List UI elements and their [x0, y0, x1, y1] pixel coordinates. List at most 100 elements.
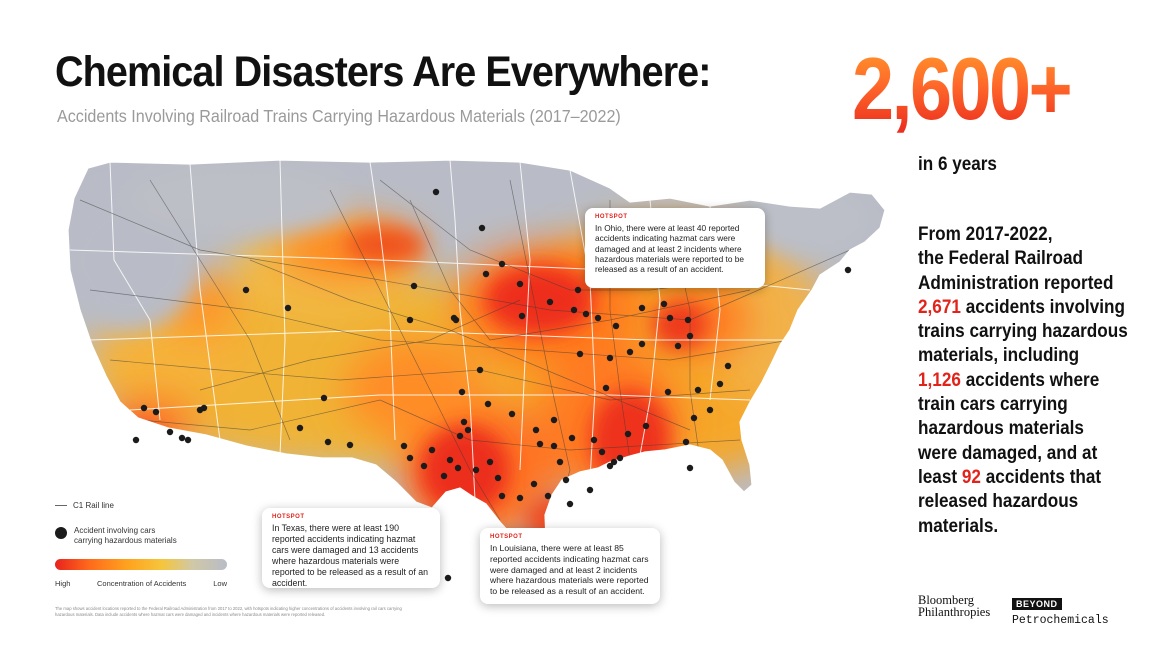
accident-dot	[638, 340, 646, 348]
callout-tag: HOTSPOT	[490, 534, 523, 540]
accident-dot	[400, 442, 408, 450]
accident-dot	[606, 462, 614, 470]
accident-dot	[556, 458, 564, 466]
accident-dot	[566, 500, 574, 508]
accident-dot	[178, 434, 186, 442]
summary-fragment: least	[918, 465, 962, 488]
accident-dot	[706, 406, 714, 414]
accident-dot	[690, 414, 698, 422]
us-heat-map	[67, 159, 886, 582]
accident-dot	[624, 430, 632, 438]
accident-dot	[516, 494, 524, 502]
accident-dot	[638, 304, 646, 312]
big-stat-value: 2,600+	[852, 39, 1073, 138]
accident-dot	[576, 350, 584, 358]
accident-dot	[498, 492, 506, 500]
accident-dot	[550, 442, 558, 450]
accident-dot	[606, 354, 614, 362]
big-stat-caption: in 6 years	[918, 154, 997, 175]
accident-dot	[642, 422, 650, 430]
summary-line: train cars carrying	[918, 393, 1068, 416]
released-accidents-value: 92	[961, 465, 981, 488]
beyond-petrochemicals-logo: BEYOND Petrochemicals	[1012, 594, 1109, 627]
summary-line: 2,671 accidents involving	[918, 295, 1125, 319]
callout-ohio: HOTSPOT In Ohio, there were at least 40 …	[585, 208, 765, 288]
accident-dot	[616, 454, 624, 462]
summary-fragment: accidents that	[980, 465, 1102, 488]
accident-dot	[482, 270, 490, 278]
accident-dot	[684, 316, 692, 324]
legend-low-label: Low	[213, 579, 227, 588]
summary-line: Administration reported	[918, 271, 1114, 294]
accident-dot	[516, 280, 524, 288]
accident-dot	[590, 436, 598, 444]
accident-dot	[568, 434, 576, 442]
accident-dot	[686, 332, 694, 340]
accident-dot	[296, 424, 304, 432]
accident-dot	[346, 441, 354, 449]
accident-dot	[450, 314, 458, 322]
summary-line: were damaged, and at	[918, 441, 1098, 464]
logo-line: Bloomberg	[918, 593, 975, 607]
accident-dot	[844, 266, 852, 274]
accident-dot	[518, 312, 526, 320]
summary-line: materials.	[918, 514, 999, 537]
accident-dot	[544, 492, 552, 500]
summary-text: From 2017-2022, the Federal Railroad Adm…	[918, 222, 1128, 538]
accident-dot	[612, 322, 620, 330]
accident-dot	[184, 436, 192, 444]
accident-dot	[406, 316, 414, 324]
summary-line: From 2017-2022,	[918, 223, 1053, 245]
legend-concentration-label: Concentration of Accidents	[97, 579, 187, 588]
accident-dot	[428, 446, 436, 454]
accident-dot	[574, 286, 582, 294]
accident-dot	[694, 386, 702, 394]
callout-texas: HOTSPOT In Texas, there were at least 19…	[262, 508, 440, 588]
accident-dot	[660, 300, 668, 308]
accident-dot	[464, 426, 472, 434]
total-accidents-value: 2,671	[918, 295, 961, 318]
damaged-accidents-value: 1,126	[918, 368, 961, 391]
accident-dot	[666, 314, 674, 322]
accident-dot	[324, 438, 332, 446]
accident-dot	[432, 188, 440, 196]
summary-line: the Federal Railroad	[918, 247, 1083, 270]
accident-dot	[494, 474, 502, 482]
accident-dot	[724, 362, 732, 370]
accident-dot	[460, 418, 468, 426]
accident-dot	[446, 456, 454, 464]
bloomberg-philanthropies-logo: Bloomberg Philanthropies	[918, 593, 991, 619]
accident-dot	[508, 410, 516, 418]
accident-dot	[530, 480, 538, 488]
accident-dot-icon	[55, 527, 67, 539]
legend-accident: Accident involving cars carrying hazardo…	[55, 526, 177, 546]
accident-dot	[166, 428, 174, 436]
accident-dot	[486, 458, 494, 466]
callout-text: In Ohio, there were at least 40 reported…	[595, 223, 744, 275]
accident-dot	[410, 282, 418, 290]
logo-petrochemicals: Petrochemicals	[1012, 614, 1109, 627]
summary-line: hazardous materials	[918, 417, 1084, 440]
accident-dot	[550, 416, 558, 424]
logo-line: Philanthropies	[918, 605, 991, 619]
accident-dot	[682, 438, 690, 446]
accident-dot	[472, 466, 480, 474]
accident-dot	[476, 366, 484, 374]
legend-accident-line: carrying hazardous materials	[74, 536, 177, 545]
accident-dot	[320, 394, 328, 402]
callout-text: In Texas, there were at least 190 report…	[272, 523, 428, 588]
summary-line: 1,126 accidents where	[918, 368, 1120, 392]
accident-dot	[152, 408, 160, 416]
legend-accident-label: Accident involving cars carrying hazardo…	[74, 526, 177, 546]
accident-dot	[598, 448, 606, 456]
summary-line: least 92 accidents that	[918, 465, 1120, 489]
summary-fragment: accidents involving	[960, 295, 1125, 318]
footnote: The map shows accident locations reporte…	[55, 606, 402, 617]
accident-dot	[200, 404, 208, 412]
accident-dot	[242, 286, 250, 294]
accident-dot	[562, 476, 570, 484]
accident-dot	[686, 464, 694, 472]
accident-dot	[602, 384, 610, 392]
summary-line: trains carrying hazardous	[918, 320, 1128, 343]
logo-beyond-box: BEYOND	[1012, 598, 1062, 610]
